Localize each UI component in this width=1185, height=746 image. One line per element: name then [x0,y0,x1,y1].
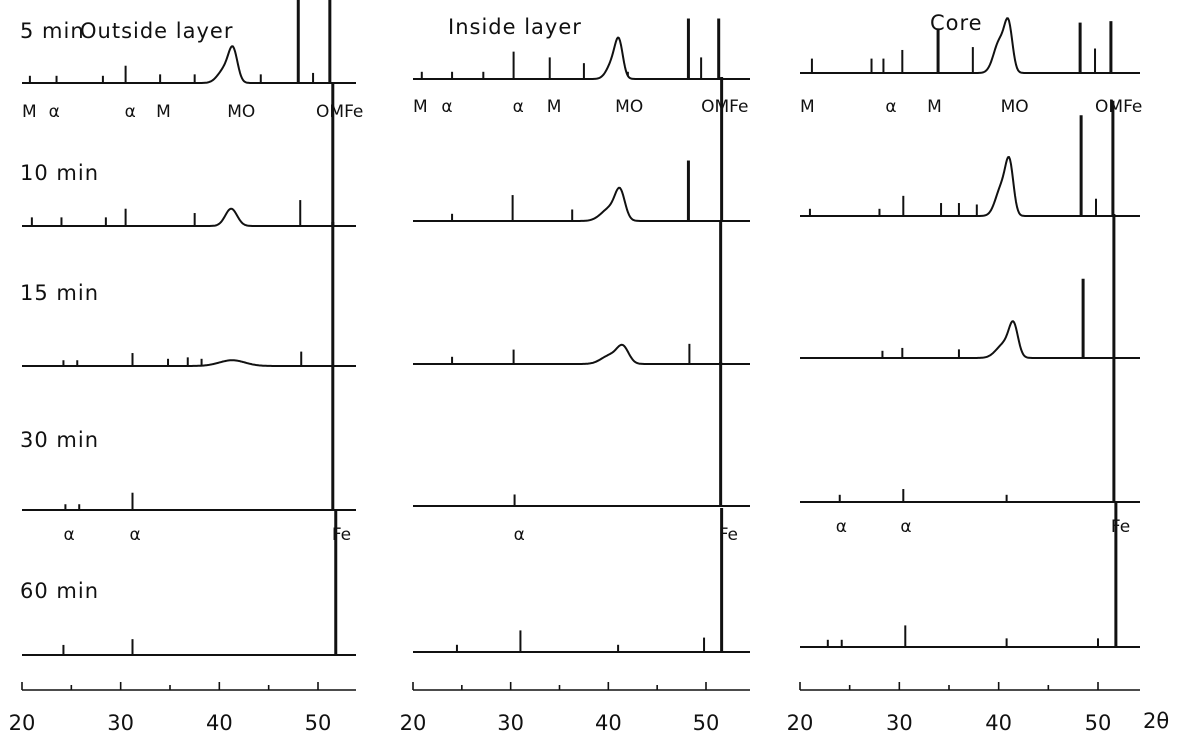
phase-label-inside-3-1: Fe [719,525,738,545]
phase-label-core-3-2: Fe [1111,517,1130,537]
phase-label-inside-0-1: α [441,97,452,117]
phase-label-outside-0-4: MO [227,102,255,122]
pattern-trace-inside-0 [413,36,750,80]
time-label-10min: 10 min [20,161,99,185]
x-tick-label-outside-2: 40 [206,711,233,735]
phase-label-inside-0-2: α [513,97,524,117]
pattern-trace-inside-1 [413,186,750,222]
column-title-outside: Outside layer [80,19,233,43]
phase-label-inside-0-5: OMFe [701,97,748,117]
x-tick-label-core-2: 40 [985,711,1012,735]
x-tick-label-core-0: 20 [787,711,814,735]
x-tick-label-core-3: 50 [1085,711,1112,735]
phase-label-inside-0-3: M [547,97,562,117]
x-tick-label-inside-3: 50 [693,711,720,735]
phase-label-core-3-0: α [836,517,847,537]
pattern-trace-core-1 [800,156,1140,217]
phase-label-core-0-1: α [885,97,896,117]
phase-label-core-0-3: MO [1001,97,1029,117]
x-tick-label-inside-1: 30 [497,711,524,735]
phase-label-outside-0-1: α [49,102,60,122]
time-label-30min: 30 min [20,428,99,452]
x-tick-label-inside-2: 40 [595,711,622,735]
x-tick-label-outside-3: 50 [305,711,332,735]
phase-label-outside-0-0: M [22,102,37,122]
phase-label-inside-3-0: α [514,525,525,545]
phase-label-outside-0-2: α [125,102,136,122]
phase-label-inside-0-0: M [413,97,428,117]
phase-label-outside-3-0: α [63,525,74,545]
time-label-60min: 60 min [20,579,99,603]
pattern-trace-core-2 [800,320,1140,359]
x-tick-label-outside-0: 20 [9,711,36,735]
pattern-trace-outside-1 [22,207,356,227]
phase-label-core-0-0: M [800,97,815,117]
time-label-5min: 5 min [20,19,85,43]
pattern-trace-core-0 [800,17,1140,74]
time-label-15min: 15 min [20,281,99,305]
phase-label-outside-3-1: α [130,525,141,545]
x-axis-label: 2θ [1143,709,1169,733]
pattern-trace-outside-2 [22,359,356,367]
phase-label-core-3-1: α [900,517,911,537]
pattern-trace-inside-2 [413,343,750,365]
phase-label-inside-0-4: MO [615,97,643,117]
axis-layer: 20 30 40 50 20 30 40 50 20 30 40 50 2θ [9,682,1169,735]
pattern-trace-outside-0 [22,45,356,84]
column-title-inside: Inside layer [448,15,582,39]
phase-label-outside-0-3: M [156,102,171,122]
phase-label-core-0-4: OMFe [1095,97,1142,117]
phase-label-core-0-2: M [927,97,942,117]
x-tick-label-inside-0: 20 [400,711,427,735]
x-tick-label-outside-1: 30 [107,711,134,735]
x-tick-label-core-1: 30 [886,711,913,735]
phase-label-outside-0-5: OMFe [316,102,363,122]
